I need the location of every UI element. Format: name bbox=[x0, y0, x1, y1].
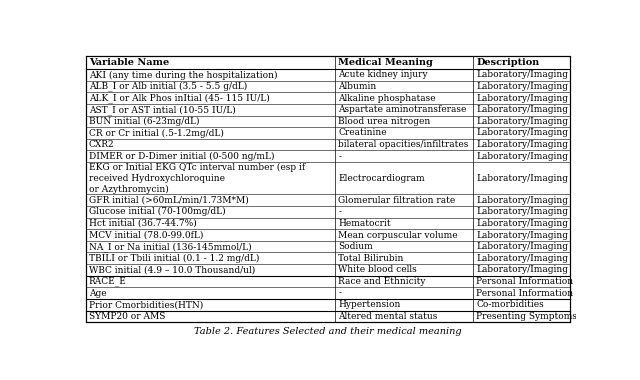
Text: Age: Age bbox=[89, 288, 106, 298]
Text: Alkaline phosphatase: Alkaline phosphatase bbox=[338, 94, 436, 103]
Text: Laboratory/Imaging: Laboratory/Imaging bbox=[476, 117, 568, 126]
Text: Laboratory/Imaging: Laboratory/Imaging bbox=[476, 174, 568, 183]
Text: Prior Cmorbidities(HTN): Prior Cmorbidities(HTN) bbox=[89, 300, 203, 309]
Text: Hct initial (36.7-44.7%): Hct initial (36.7-44.7%) bbox=[89, 219, 196, 228]
Text: AST_I or AST intial (10-55 IU/L): AST_I or AST intial (10-55 IU/L) bbox=[89, 105, 236, 115]
Text: Laboratory/Imaging: Laboratory/Imaging bbox=[476, 82, 568, 91]
Text: Hypertension: Hypertension bbox=[338, 300, 401, 309]
Text: ALB_I or Alb initial (3.5 - 5.5 g/dL): ALB_I or Alb initial (3.5 - 5.5 g/dL) bbox=[89, 82, 247, 92]
Text: TBILI or Tbili initial (0.1 - 1.2 mg/dL): TBILI or Tbili initial (0.1 - 1.2 mg/dL) bbox=[89, 254, 259, 263]
Text: Personal Information: Personal Information bbox=[476, 288, 573, 298]
Text: -: - bbox=[338, 152, 341, 161]
Text: Electrocardiogram: Electrocardiogram bbox=[338, 174, 425, 183]
Text: SYMP20 or AMS: SYMP20 or AMS bbox=[89, 312, 165, 321]
Text: Laboratory/Imaging: Laboratory/Imaging bbox=[476, 231, 568, 240]
Text: Altered mental status: Altered mental status bbox=[338, 312, 438, 321]
Text: GFR initial (>60mL/min/1.73M*M): GFR initial (>60mL/min/1.73M*M) bbox=[89, 196, 249, 205]
Text: White blood cells: White blood cells bbox=[338, 265, 417, 274]
Text: Total Bilirubin: Total Bilirubin bbox=[338, 254, 404, 263]
Text: Acute kidney injury: Acute kidney injury bbox=[338, 70, 428, 79]
Text: Laboratory/Imaging: Laboratory/Imaging bbox=[476, 152, 568, 161]
Text: Variable Name: Variable Name bbox=[89, 58, 169, 67]
Text: Hematocrit: Hematocrit bbox=[338, 219, 391, 228]
Text: ALK_I or Alk Phos inItial (45- 115 IU/L): ALK_I or Alk Phos inItial (45- 115 IU/L) bbox=[89, 93, 269, 103]
Text: RACE_E: RACE_E bbox=[89, 277, 127, 287]
Text: Glomerular filtration rate: Glomerular filtration rate bbox=[338, 196, 456, 205]
Text: Table 2. Features Selected and their medical meaning: Table 2. Features Selected and their med… bbox=[194, 327, 462, 336]
Text: Laboratory/Imaging: Laboratory/Imaging bbox=[476, 219, 568, 228]
Text: Laboratory/Imaging: Laboratory/Imaging bbox=[476, 265, 568, 274]
Text: Description: Description bbox=[476, 58, 540, 67]
Text: Glucose initial (70-100mg/dL): Glucose initial (70-100mg/dL) bbox=[89, 207, 225, 217]
Text: bilateral opacities/infiltrates: bilateral opacities/infiltrates bbox=[338, 140, 468, 149]
Text: MCV initial (78.0-99.0fL): MCV initial (78.0-99.0fL) bbox=[89, 231, 204, 240]
Text: Laboratory/Imaging: Laboratory/Imaging bbox=[476, 242, 568, 251]
Text: CR or Cr initial (.5-1.2mg/dL): CR or Cr initial (.5-1.2mg/dL) bbox=[89, 128, 224, 138]
Text: Laboratory/Imaging: Laboratory/Imaging bbox=[476, 196, 568, 205]
Text: NA_I or Na initial (136-145mmol/L): NA_I or Na initial (136-145mmol/L) bbox=[89, 242, 252, 252]
Text: Albumin: Albumin bbox=[338, 82, 376, 91]
Text: Personal Information: Personal Information bbox=[476, 277, 573, 286]
Text: -: - bbox=[338, 207, 341, 216]
Text: BUN initial (6-23mg/dL): BUN initial (6-23mg/dL) bbox=[89, 117, 200, 126]
Text: Laboratory/Imaging: Laboratory/Imaging bbox=[476, 70, 568, 79]
Text: Laboratory/Imaging: Laboratory/Imaging bbox=[476, 254, 568, 263]
Text: Creatinine: Creatinine bbox=[338, 128, 387, 138]
Text: Presenting Symptoms: Presenting Symptoms bbox=[476, 312, 577, 321]
Text: Aspartate aminotransferase: Aspartate aminotransferase bbox=[338, 105, 467, 114]
Text: Laboratory/Imaging: Laboratory/Imaging bbox=[476, 128, 568, 138]
Text: -: - bbox=[338, 288, 341, 298]
Text: WBC initial (4.9 – 10.0 Thousand/ul): WBC initial (4.9 – 10.0 Thousand/ul) bbox=[89, 265, 255, 274]
Text: DIMER or D-Dimer initial (0-500 ng/mL): DIMER or D-Dimer initial (0-500 ng/mL) bbox=[89, 152, 275, 161]
Text: AKI (any time during the hospitalization): AKI (any time during the hospitalization… bbox=[89, 70, 277, 79]
Text: Mean corpuscular volume: Mean corpuscular volume bbox=[338, 231, 458, 240]
Text: EKG or Initial EKG QTc interval number (esp if: EKG or Initial EKG QTc interval number (… bbox=[89, 163, 305, 172]
Text: Laboratory/Imaging: Laboratory/Imaging bbox=[476, 94, 568, 103]
Text: Sodium: Sodium bbox=[338, 242, 373, 251]
Text: Laboratory/Imaging: Laboratory/Imaging bbox=[476, 105, 568, 114]
Text: Blood urea nitrogen: Blood urea nitrogen bbox=[338, 117, 431, 126]
Text: CXR2: CXR2 bbox=[89, 140, 115, 149]
Text: received Hydroxychloroquine: received Hydroxychloroquine bbox=[89, 174, 225, 183]
Text: Laboratory/Imaging: Laboratory/Imaging bbox=[476, 140, 568, 149]
Text: Laboratory/Imaging: Laboratory/Imaging bbox=[476, 207, 568, 216]
Text: or Azythromycin): or Azythromycin) bbox=[89, 185, 169, 194]
Text: Medical Meaning: Medical Meaning bbox=[338, 58, 433, 67]
Text: Race and Ethnicity: Race and Ethnicity bbox=[338, 277, 426, 286]
Text: Co-morbidities: Co-morbidities bbox=[476, 300, 544, 309]
